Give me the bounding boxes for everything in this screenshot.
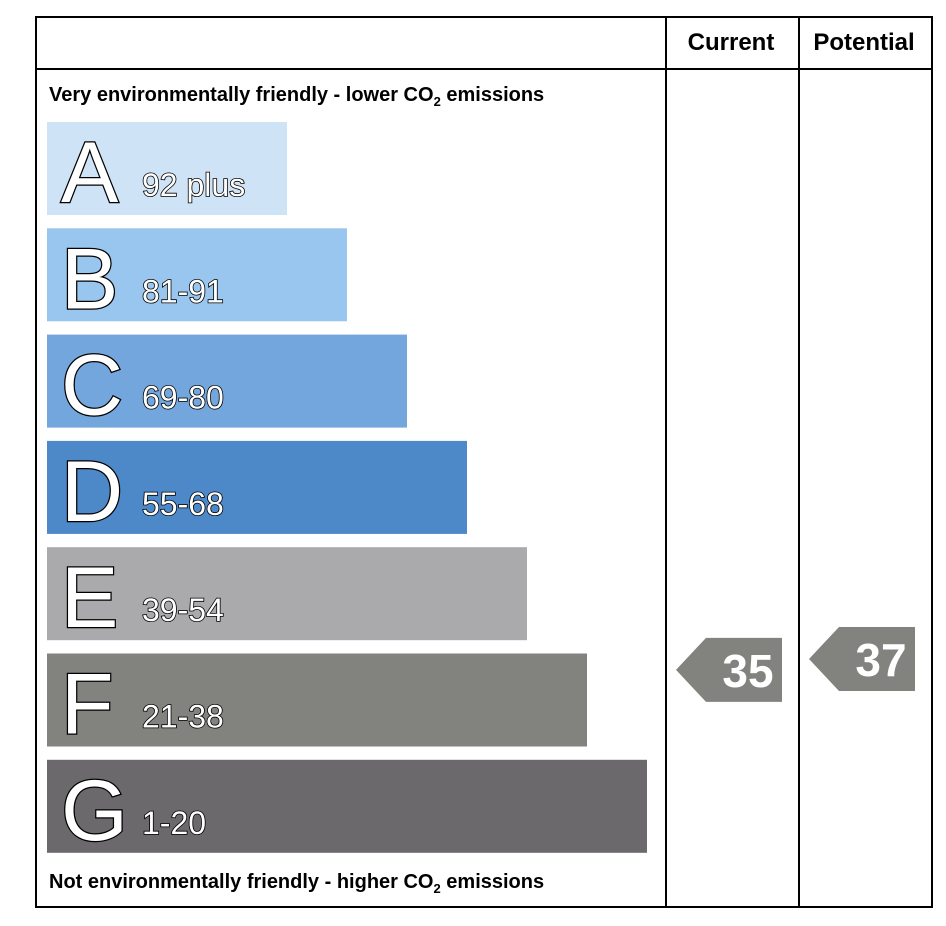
potential-header: Potential <box>813 29 914 56</box>
bottom-caption-suffix: emissions <box>441 871 544 893</box>
band-e-range: 39-54 <box>142 592 224 628</box>
bottom-caption-prefix: Not environmentally friendly - higher CO <box>49 871 434 893</box>
band-a-range: 92 plus <box>142 167 245 203</box>
band-g-bar <box>47 759 647 853</box>
top-caption-sub: 2 <box>434 94 441 109</box>
top-caption-prefix: Very environmentally friendly - lower CO <box>49 84 434 106</box>
band-c-range: 69-80 <box>142 380 224 416</box>
band-a-letter: A <box>61 125 119 221</box>
band-g-range: 1-20 <box>142 805 206 841</box>
chart-frame <box>35 16 933 908</box>
band-c-bar <box>47 334 407 428</box>
current-header: Current <box>688 29 775 56</box>
band-f-range: 21-38 <box>142 699 224 735</box>
top-caption-suffix: emissions <box>441 84 544 106</box>
band-f-letter: F <box>61 657 114 753</box>
band-b-range: 81-91 <box>142 273 224 309</box>
bottom-caption: Not environmentally friendly - higher CO… <box>49 871 544 896</box>
band-c-letter: C <box>61 338 123 434</box>
rating-markers: 35 37 <box>676 626 915 702</box>
rating-bands: A 92 plus B 81-91 C 69-80 D 55-68 E 39-54 F 21-38 G 1… <box>47 122 647 860</box>
top-caption: Very environmentally friendly - lower CO… <box>49 84 544 109</box>
bottom-caption-sub: 2 <box>434 881 441 896</box>
band-d-letter: D <box>61 444 123 540</box>
band-g-letter: G <box>61 763 128 859</box>
band-d-range: 55-68 <box>142 486 224 522</box>
band-b-bar <box>47 228 347 322</box>
band-b-letter: B <box>61 231 118 327</box>
band-e-bar <box>47 547 527 641</box>
band-d-bar <box>47 440 467 534</box>
potential-marker <box>809 626 915 691</box>
band-a-bar <box>47 122 287 215</box>
band-f-bar <box>47 653 587 747</box>
band-e-letter: E <box>61 550 118 646</box>
current-marker <box>676 637 782 702</box>
potential-value: 37 <box>855 634 906 686</box>
current-value: 35 <box>722 645 773 697</box>
